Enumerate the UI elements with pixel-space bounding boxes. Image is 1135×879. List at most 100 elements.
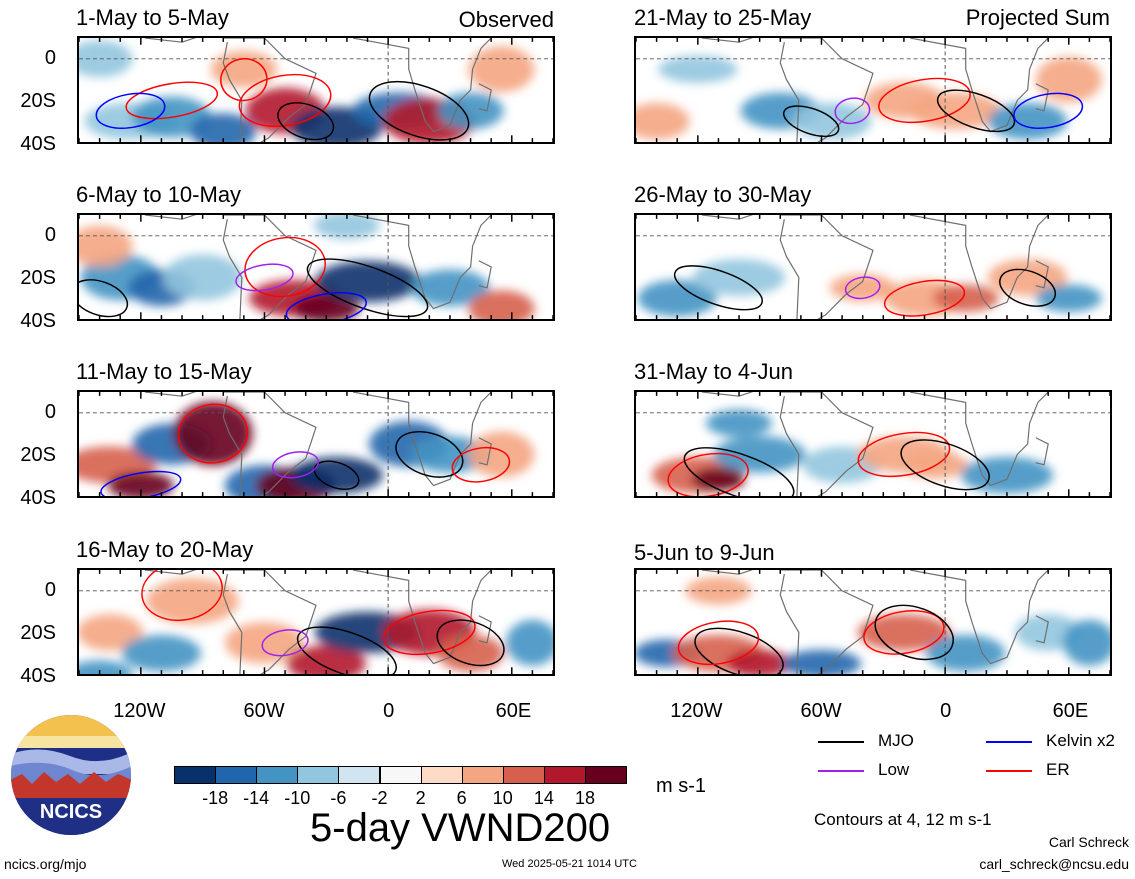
- latitude-tick-label: 20S: [20, 89, 56, 112]
- contour-line: [125, 81, 219, 120]
- anomaly-shading: [1035, 284, 1102, 312]
- er-legend-line: [986, 770, 1032, 772]
- contour-line: [271, 451, 319, 479]
- anomaly-shading: [173, 401, 253, 466]
- ncics-logo: NCICS: [10, 714, 132, 836]
- map-svg: [79, 570, 553, 674]
- anomaly-shading: [792, 102, 872, 140]
- colorbar-tick-label: -10: [284, 788, 311, 808]
- panel-title: 1-May to 5-May: [76, 5, 229, 30]
- contour-line: [244, 236, 326, 298]
- anomaly-shading: [506, 619, 553, 666]
- contour-line: [857, 431, 951, 478]
- contour-line: [100, 470, 182, 496]
- anomaly-shading: [857, 614, 951, 651]
- colorbar-tick-label: 14: [533, 788, 554, 808]
- contour-line: [261, 629, 309, 657]
- contour-line: [382, 609, 476, 656]
- latitude-tick-label: 0: [44, 578, 56, 601]
- colorbar-cell: [256, 766, 299, 784]
- anomaly-shading: [692, 259, 786, 296]
- anomaly-shading: [79, 225, 133, 267]
- footer-url: ncics.org/mjo: [4, 856, 87, 872]
- map-panel: [77, 568, 555, 676]
- contour-line: [220, 58, 268, 102]
- map-panel: [634, 390, 1112, 498]
- anomaly-shading: [163, 254, 243, 301]
- longitude-tick-label: 60E: [1052, 700, 1089, 722]
- coastlines: [701, 38, 1049, 142]
- map-svg: [79, 215, 553, 319]
- main-title: 5-day VWND200: [310, 806, 611, 850]
- low-legend-line: [818, 770, 864, 772]
- anomaly-shading: [437, 634, 504, 672]
- colorbar-tick-label: -18: [202, 788, 229, 808]
- anomaly-shading: [987, 259, 1068, 296]
- contour-line: [368, 80, 470, 141]
- panel-title: 31-May to 4-Jun: [634, 359, 793, 384]
- contour-line: [296, 626, 398, 674]
- longitude-tick-label: 120W: [670, 700, 723, 722]
- colorbar-cell: [297, 766, 340, 784]
- coastlines: [144, 392, 492, 496]
- anomaly-shading: [79, 614, 143, 651]
- anomaly-shading: [926, 634, 1006, 672]
- panel-title: 26-May to 30-May: [634, 182, 812, 207]
- contour-line: [694, 627, 784, 674]
- anomaly-shading: [121, 634, 202, 672]
- contour-line: [277, 102, 335, 141]
- contour-line: [999, 268, 1057, 307]
- map-svg: [636, 215, 1110, 319]
- footer-author: Carl Schreck: [1048, 834, 1129, 850]
- colorbar-cell: [461, 766, 504, 784]
- anomaly-shading: [107, 471, 174, 496]
- contour-line: [177, 403, 249, 464]
- coastlines: [144, 570, 492, 674]
- longitude-tick-label: 60E: [495, 700, 532, 722]
- contour-line: [313, 460, 360, 490]
- contour-line: [874, 604, 954, 661]
- contour-line: [95, 92, 166, 129]
- anomaly-shading: [437, 92, 504, 130]
- coastlines: [144, 215, 492, 319]
- anomaly-shading: [468, 46, 535, 93]
- map-panel: [634, 568, 1112, 676]
- colorbar-tick-label: 18: [574, 788, 596, 808]
- contour-line: [285, 292, 367, 319]
- latitude-tick-label: 0: [44, 46, 56, 69]
- contour-line: [673, 265, 763, 311]
- anomaly-shading: [692, 467, 745, 491]
- map-svg: [636, 392, 1110, 496]
- anomaly-shading: [146, 578, 239, 625]
- contour-line: [863, 610, 945, 655]
- anomaly-shading: [79, 660, 133, 674]
- map-panel: [634, 36, 1112, 144]
- anomaly-shading: [286, 645, 366, 674]
- colorbar-tick-label: 2: [415, 788, 426, 808]
- contour-line: [883, 279, 966, 317]
- legend-label-low: Low: [878, 760, 910, 779]
- colorbar-cell: [502, 766, 545, 784]
- colorbar-tick-label: -6: [330, 788, 347, 808]
- contour-line: [395, 431, 464, 478]
- anomaly-shading: [987, 102, 1068, 140]
- contour-line: [834, 97, 871, 125]
- map-svg: [636, 570, 1110, 674]
- anomaly-shading: [313, 215, 380, 240]
- anomaly-shading: [781, 649, 862, 674]
- mjo-legend-line: [818, 741, 864, 743]
- panel-tag-observed: Observed: [458, 7, 554, 32]
- anomaly-shading: [685, 577, 752, 605]
- map-svg: [636, 38, 1110, 142]
- contour-line: [436, 619, 505, 667]
- anomaly-shading: [932, 284, 999, 312]
- map-panel: [77, 390, 555, 498]
- contour-line: [451, 446, 511, 483]
- coastlines: [701, 570, 1049, 674]
- svg-text:NCICS: NCICS: [40, 801, 102, 823]
- contour-line: [878, 77, 971, 124]
- contour-line: [306, 258, 429, 318]
- contour-line: [683, 447, 795, 496]
- colorbar-cell: [420, 766, 463, 784]
- contour-line: [1013, 92, 1084, 129]
